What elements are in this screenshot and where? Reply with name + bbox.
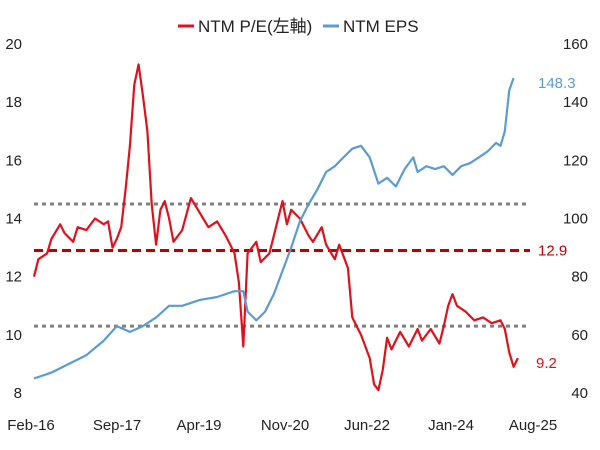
right-tick-label: 80 — [571, 269, 588, 286]
left-tick-label: 8 — [14, 385, 22, 402]
pe-series-line — [32, 63, 519, 392]
x-axis-ticks: Feb-16 Sep-17 Apr-19 Nov-20 Jun-22 Jan-24 Aug-… — [7, 417, 557, 434]
x-tick-label: Feb-16 — [7, 417, 55, 434]
left-tick-label: 16 — [5, 152, 22, 169]
x-tick-label: Apr-19 — [176, 417, 221, 434]
right-tick-label: 140 — [563, 94, 588, 111]
left-tick-label: 12 — [5, 269, 22, 286]
x-tick-label: Sep-17 — [93, 417, 141, 434]
left-tick-label: 14 — [5, 211, 22, 228]
pe-last-value-label: 9.2 — [536, 355, 557, 372]
eps-last-value-label: 148.3 — [538, 75, 576, 92]
x-tick-label: Aug-25 — [509, 417, 557, 434]
right-tick-label: 60 — [571, 327, 588, 344]
legend-label-pe: NTM P/E(左軸) — [198, 17, 312, 36]
x-tick-label: Jun-22 — [344, 417, 390, 434]
left-axis-ticks: 8 10 12 14 16 18 20 — [5, 36, 22, 402]
left-tick-label: 10 — [5, 327, 22, 344]
legend-label-eps: NTM EPS — [343, 17, 419, 36]
left-tick-label: 20 — [5, 36, 22, 53]
left-tick-label: 18 — [5, 94, 22, 111]
annotations: 12.9 9.2 148.3 — [536, 75, 576, 372]
series-layer — [32, 63, 519, 392]
x-tick-label: Jan-24 — [428, 417, 474, 434]
legend: NTM P/E(左軸) NTM EPS — [178, 17, 419, 36]
x-tick-label: Nov-20 — [261, 417, 309, 434]
right-tick-label: 40 — [571, 385, 588, 402]
pe-mean-value-label: 12.9 — [538, 242, 567, 259]
right-tick-label: 160 — [563, 36, 588, 53]
right-tick-label: 100 — [563, 211, 588, 228]
eps-series-line — [33, 77, 515, 380]
right-tick-label: 120 — [563, 152, 588, 169]
right-axis-ticks: 40 60 80 100 120 140 160 — [563, 36, 588, 402]
